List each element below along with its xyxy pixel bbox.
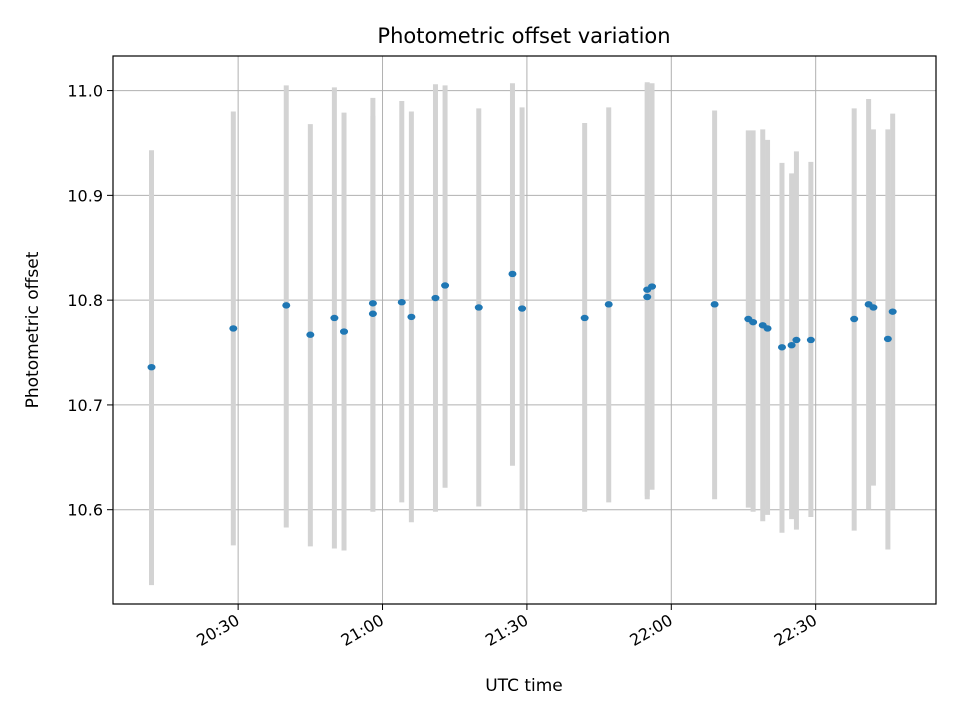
data-point [306,331,315,338]
data-point [474,304,483,311]
data-point [869,304,878,311]
data-point [229,325,238,332]
y-tick-label: 10.7 [67,396,103,415]
y-tick-label: 10.6 [67,501,103,520]
data-point [777,344,786,351]
data-point [710,301,719,308]
data-point [147,363,156,371]
data-point [883,335,892,343]
data-point [806,336,815,344]
plot-frame [112,55,937,605]
y-tick-label: 11.0 [67,82,103,101]
chart-title: Photometric offset variation [377,24,670,48]
data-point [648,283,657,290]
x-axis-title: UTC time [485,676,563,696]
data-points [147,270,897,371]
data-point [749,318,758,326]
data-point [330,314,339,322]
data-point [441,282,450,289]
data-point [888,308,897,315]
data-point [368,300,377,307]
data-point [397,299,406,306]
data-point [368,310,377,317]
y-axis-title: Photometric offset [23,251,43,408]
y-tick-label: 10.9 [67,186,103,205]
data-point [792,336,801,344]
data-point [282,302,291,309]
data-point [850,315,859,323]
data-point [431,294,440,302]
data-point [508,270,517,278]
data-point [518,305,527,312]
y-tick-label: 10.8 [67,291,103,310]
data-point [787,341,796,349]
data-point [763,325,772,332]
data-point [580,314,589,322]
data-point [643,293,652,301]
data-point [340,328,349,335]
data-point [604,301,613,308]
data-point [407,313,416,321]
